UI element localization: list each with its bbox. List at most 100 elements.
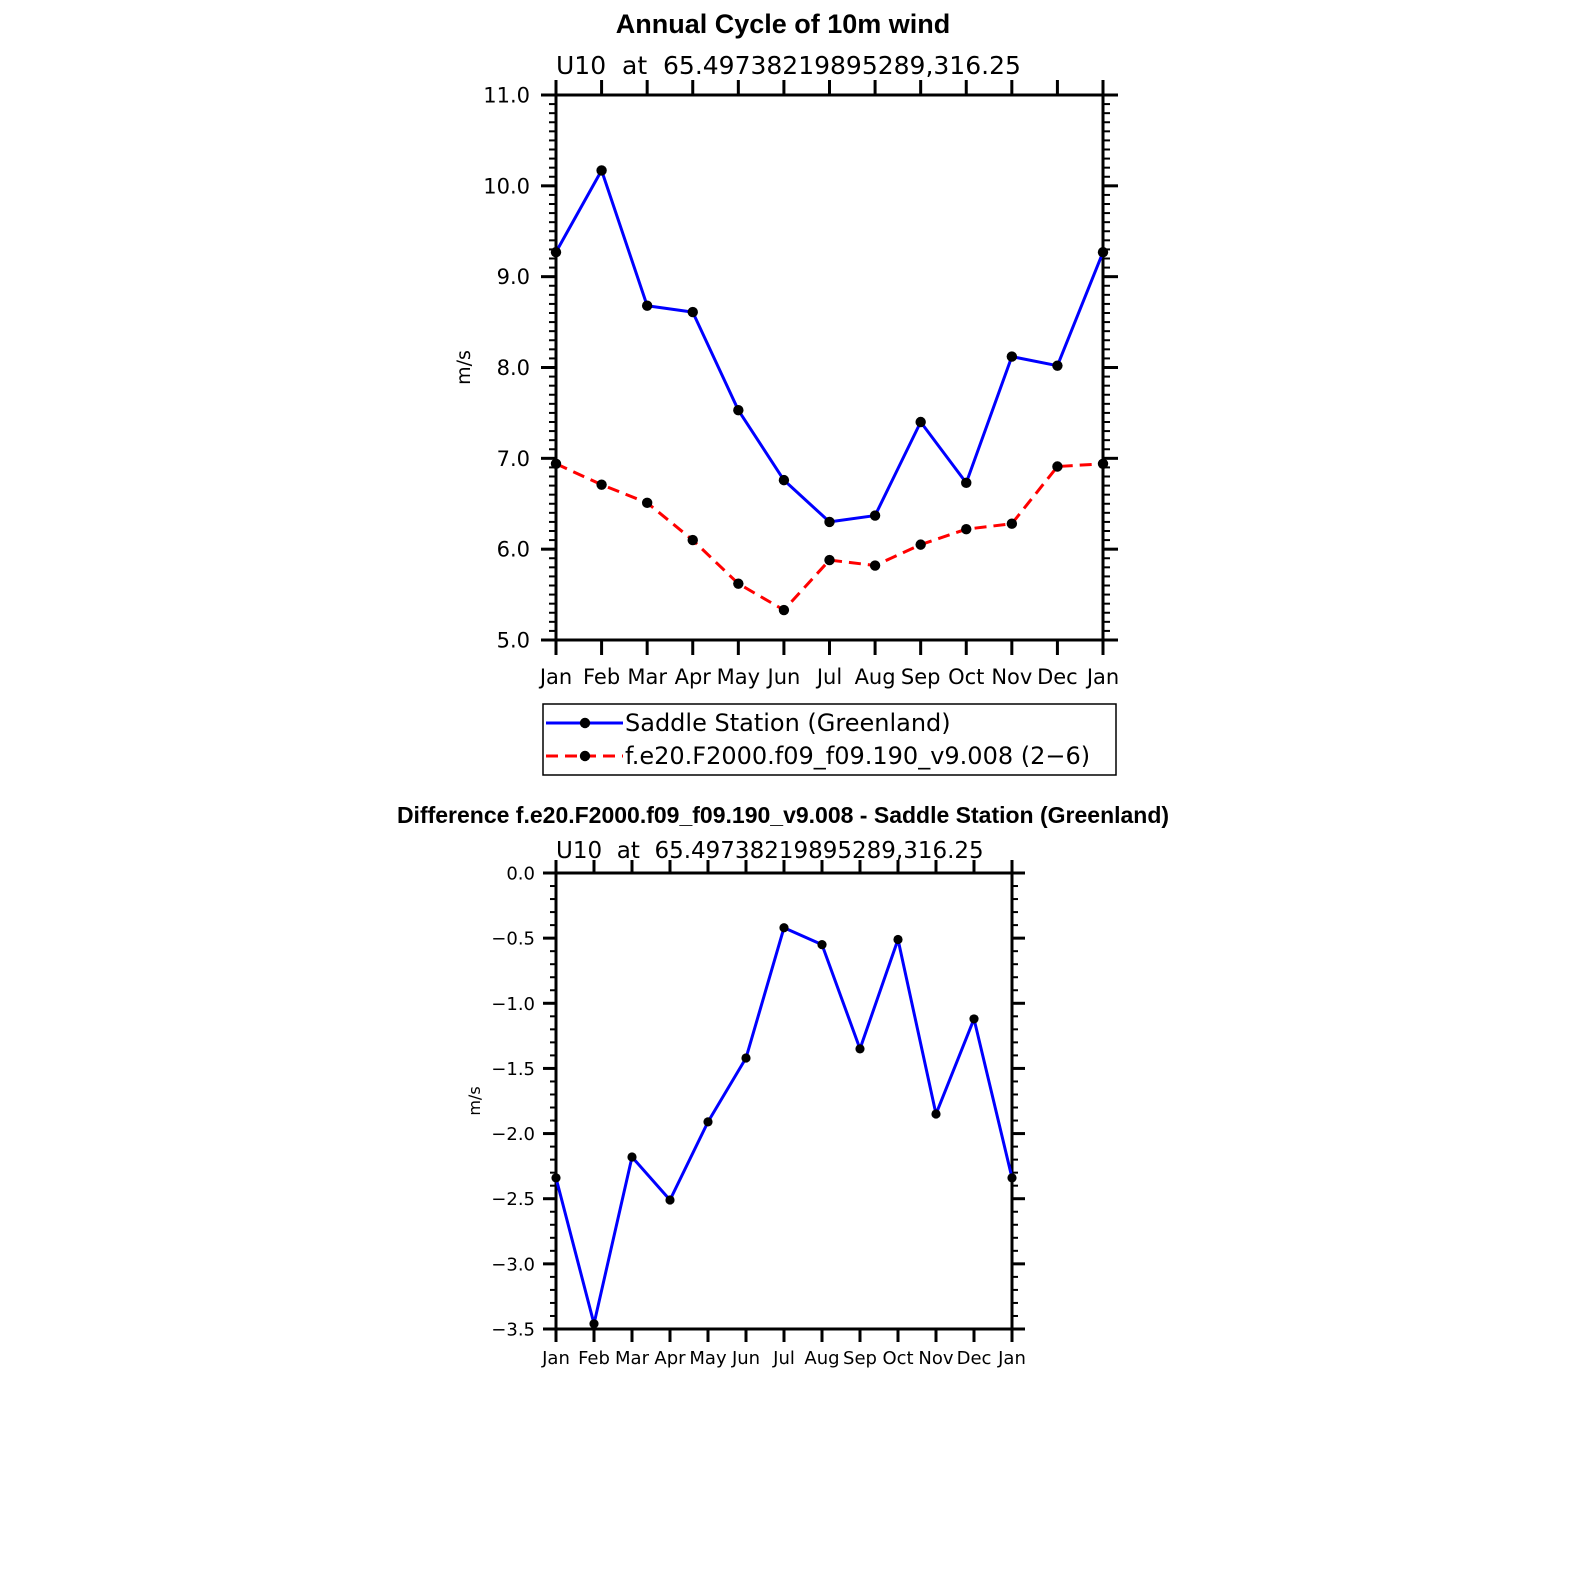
data-point [665,1195,675,1205]
plot-frame [554,871,1014,1331]
x-tick-label: Apr [675,665,712,689]
x-tick-label: Oct [882,1348,913,1369]
data-point [1007,1173,1017,1183]
chart-title: Annual Cycle of 10m wind [616,9,951,39]
data-point [641,300,653,311]
chart-1: Annual Cycle of 10m wind U10 at 65.497382… [453,9,1119,776]
data-point [641,497,653,509]
data-point [741,1053,751,1063]
data-point [1052,360,1063,371]
data-point [817,940,827,950]
data-point [961,477,972,489]
legend: Saddle Station (Greenland) f.e20.F2000.f0… [542,703,1117,776]
y-tick-label: −0.5 [491,929,535,950]
chart-subtitle: U10 at 65.49738219895289,316.25 [556,838,984,864]
y-tick-label: 11.0 [483,84,530,108]
y-tick-label: 0.0 [506,863,535,884]
x-tick-label: May [717,665,760,689]
x-tick-label: Sep [901,665,941,689]
x-tick-label: Mar [627,665,667,689]
data-point [778,474,790,486]
data-point [1006,351,1018,362]
y-tick-label: −2.5 [491,1189,535,1210]
data-point [596,479,607,490]
x-tick-label: Jan [541,1348,570,1369]
data-point [824,554,835,566]
y-tick-label: −2.0 [491,1124,535,1145]
legend-box [542,703,1117,776]
x-tick-label: Feb [578,1348,610,1369]
x-tick-label: Jun [766,665,801,689]
data-point [1006,518,1018,529]
data-point [589,1319,599,1329]
legend-marker [579,750,591,762]
data-point [550,458,562,469]
x-tick-label: Jan [1085,665,1119,689]
x-tick-label: Jun [731,1348,760,1369]
data-point [1052,461,1063,472]
chart-title: Difference f.e20.F2000.f09_f09.190_v9.00… [397,802,1169,828]
data-point [869,510,881,521]
data-point [915,416,926,428]
y-tick-label: −1.5 [491,1059,535,1080]
y-tick-label: 9.0 [497,265,530,289]
series-1 [550,165,1109,528]
data-point [824,516,835,528]
y-tick-label: 7.0 [497,447,530,471]
legend-label: Saddle Station (Greenland) [625,709,951,737]
data-point [687,306,698,318]
y-tick-label: −3.0 [491,1254,535,1275]
x-tick-label: May [689,1348,727,1369]
data-point [550,246,562,258]
x-tick-label: Aug [804,1348,839,1369]
data-point [551,1173,561,1183]
y-tick-label: 6.0 [497,538,530,562]
x-tick-label: Jul [772,1348,795,1369]
y-tick-label: 10.0 [483,174,530,198]
series-line [554,168,1105,524]
data-point [703,1117,713,1127]
data-point [627,1152,637,1162]
data-point [961,523,972,535]
y-axis-label: m/s [453,350,475,385]
data-point [778,604,790,616]
data-point [855,1044,865,1054]
data-point [915,539,926,550]
data-point [687,534,698,546]
series-2 [550,458,1109,616]
data-point [969,1014,979,1024]
x-tick-label: Apr [654,1348,686,1369]
series-1 [551,923,1017,1329]
y-tick-label: −3.5 [491,1319,535,1340]
legend-label: f.e20.F2000.f09_f09.190_v9.008 (2−6) [625,742,1090,770]
data-point [733,404,744,416]
y-tick-label: −1.0 [491,994,535,1015]
legend-marker [579,717,591,729]
data-point [733,578,744,589]
chart-2: Difference f.e20.F2000.f09_f09.190_v9.00… [397,802,1169,1369]
data-point [1097,246,1109,258]
series-line [555,462,1104,612]
x-tick-label: Aug [855,665,896,689]
x-tick-label: Dec [1037,665,1078,689]
y-axis-label: m/s [465,1086,484,1115]
y-tick-label: 5.0 [497,629,530,653]
x-tick-label: Dec [957,1348,992,1369]
x-tick-label: Mar [615,1348,650,1369]
data-point [596,165,607,176]
x-tick-label: Sep [843,1348,877,1369]
x-tick-label: Jan [997,1348,1026,1369]
data-point [931,1109,941,1119]
data-point [779,923,789,933]
data-point [869,560,881,571]
series-line [554,926,1014,1326]
x-tick-label: Jul [815,665,842,689]
chart-subtitle: U10 at 65.49738219895289,316.25 [556,51,1021,80]
x-tick-label: Jan [538,665,572,689]
x-tick-label: Nov [991,665,1032,689]
x-tick-label: Nov [918,1348,953,1369]
data-point [893,934,903,945]
data-point [1097,458,1109,469]
x-tick-label: Feb [583,665,620,689]
